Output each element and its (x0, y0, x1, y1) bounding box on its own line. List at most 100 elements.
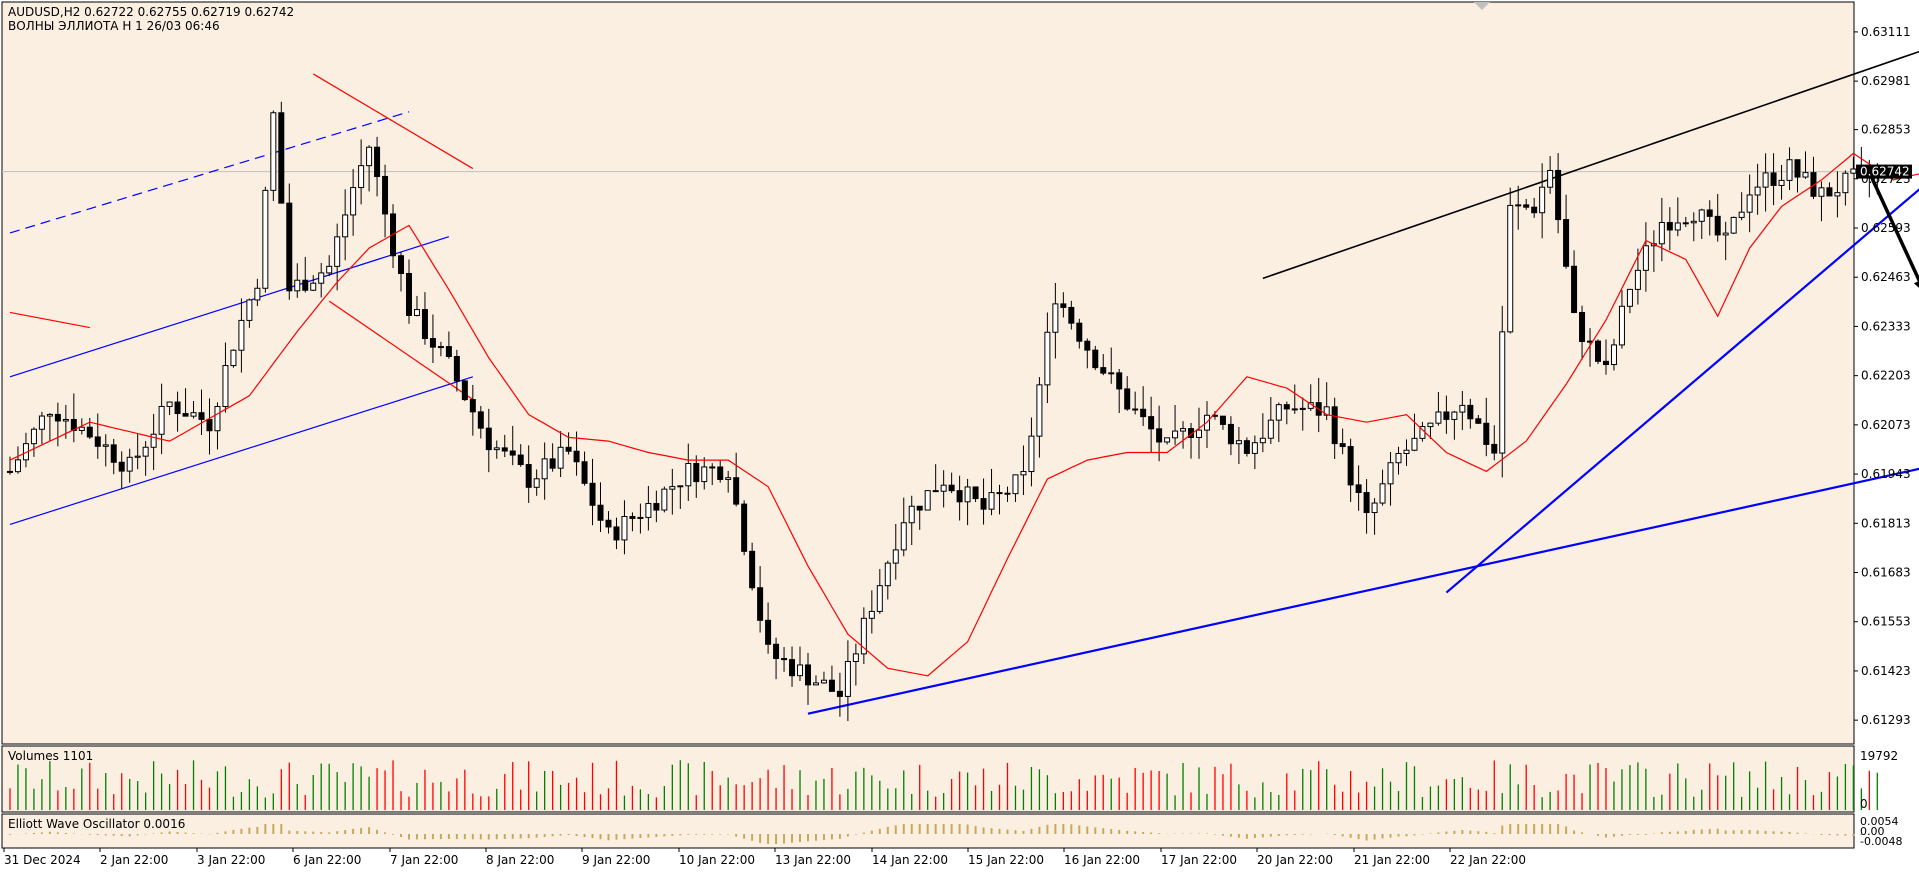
x-tick-label: 8 Jan 22:00 (486, 853, 554, 867)
candle-body (1076, 322, 1083, 342)
candle-body (1786, 159, 1793, 181)
candle-body (222, 365, 229, 408)
y-tick-label: 0.61553 (1861, 615, 1911, 629)
trendline-upper-channel-dashed[interactable] (9, 111, 410, 234)
candle-body (1770, 172, 1777, 186)
candle-body (757, 587, 764, 621)
candle-body (1148, 416, 1155, 430)
candle-body (118, 461, 125, 472)
candle-body (374, 146, 381, 177)
x-tick-label: 31 Dec 2024 (4, 853, 81, 867)
candle-body (1259, 437, 1266, 444)
candle-body (158, 405, 165, 435)
candle-body (533, 478, 540, 488)
candle-body (54, 413, 61, 422)
candle-body (1579, 311, 1586, 342)
scroll-marker-icon[interactable] (1474, 2, 1490, 10)
candle-body (477, 411, 484, 429)
candle-body (565, 446, 572, 452)
trendline-red-left[interactable] (9, 311, 90, 329)
forecast-arrow-path[interactable] (1867, 171, 1919, 293)
candle-body (302, 279, 309, 291)
current-price-label: 0.62742 (1860, 165, 1910, 179)
candle-body (1682, 222, 1689, 225)
candle-body (1379, 483, 1386, 504)
candle-body (653, 503, 660, 511)
candle-body (1004, 492, 1011, 495)
candle-body (765, 619, 772, 645)
candle-body (326, 265, 333, 274)
candle-body (1020, 471, 1027, 476)
trendline-wedge-top[interactable] (1262, 25, 1919, 280)
candle-body (1602, 360, 1609, 366)
candle-body (1610, 344, 1617, 366)
candle-body (980, 498, 987, 510)
candle-body (948, 484, 955, 492)
candle-body (820, 679, 827, 684)
candle-body (78, 426, 85, 431)
trendline-upper-channel-solid[interactable] (9, 236, 450, 378)
candle-body (413, 309, 420, 316)
candle-body (1243, 440, 1250, 454)
candle-body (1012, 474, 1019, 495)
candle-body (62, 419, 69, 422)
candle-body (804, 664, 811, 686)
candle-body (1116, 372, 1123, 390)
y-tick-label: 0.62073 (1861, 418, 1911, 432)
candle-body (1291, 408, 1298, 411)
candle-body (1331, 406, 1338, 445)
candle-body (1642, 245, 1649, 271)
y-tick-label: 0.62853 (1861, 123, 1911, 137)
candle-body (597, 504, 604, 521)
candle-body (1427, 422, 1434, 428)
candle-body (1411, 437, 1418, 451)
candle-body (1523, 204, 1530, 208)
candle-body (382, 175, 389, 215)
candle-body (621, 516, 628, 541)
candle-body (366, 146, 373, 167)
candle-body (102, 444, 109, 447)
candle-body (1507, 204, 1514, 333)
indicator-header: ВОЛНЫ ЭЛЛИОТА Н 1 26/03 06:46 (8, 19, 220, 33)
trendline-wedge-support[interactable] (807, 441, 1919, 715)
main-plot-background (1, 1, 1855, 745)
candle-body (6, 470, 13, 473)
candle-body (1443, 411, 1450, 420)
candle-body (1084, 340, 1091, 351)
candle-body (246, 299, 253, 321)
candle-body (1156, 428, 1163, 443)
candle-body (1036, 384, 1043, 437)
candle-body (1802, 172, 1809, 178)
candle-body (924, 490, 931, 511)
candle-body (741, 503, 748, 552)
candle-body (206, 418, 213, 432)
candle-body (972, 486, 979, 500)
candle-body (150, 433, 157, 448)
candle-body (1722, 232, 1729, 236)
candle-body (270, 112, 277, 191)
trendline-red-lower[interactable] (328, 300, 474, 400)
candle-body (1044, 331, 1051, 386)
candle-body (126, 456, 133, 472)
trendline-rising-support[interactable] (1445, 123, 1919, 594)
x-tick-label: 22 Jan 22:00 (1450, 853, 1526, 867)
trendline-red-upper[interactable] (312, 73, 474, 170)
candle-body (860, 617, 867, 655)
candle-body (701, 466, 708, 483)
volume-axis-min: 0 (1860, 797, 1868, 811)
y-tick-label: 0.61423 (1861, 664, 1911, 678)
trendline-lower-channel[interactable] (9, 376, 474, 526)
candle-body (1842, 172, 1849, 194)
candle-body (916, 505, 923, 511)
candle-body (733, 477, 740, 505)
oscillator-axis-max: 0.0054 (1860, 815, 1899, 828)
candle-body (876, 585, 883, 612)
candle-body (1818, 187, 1825, 197)
x-tick-label: 16 Jan 22:00 (1064, 853, 1140, 867)
candle-body (1515, 204, 1522, 207)
candle-body (773, 643, 780, 659)
candle-body (709, 466, 716, 469)
candle-body (1658, 221, 1665, 245)
candle-body (190, 412, 197, 417)
